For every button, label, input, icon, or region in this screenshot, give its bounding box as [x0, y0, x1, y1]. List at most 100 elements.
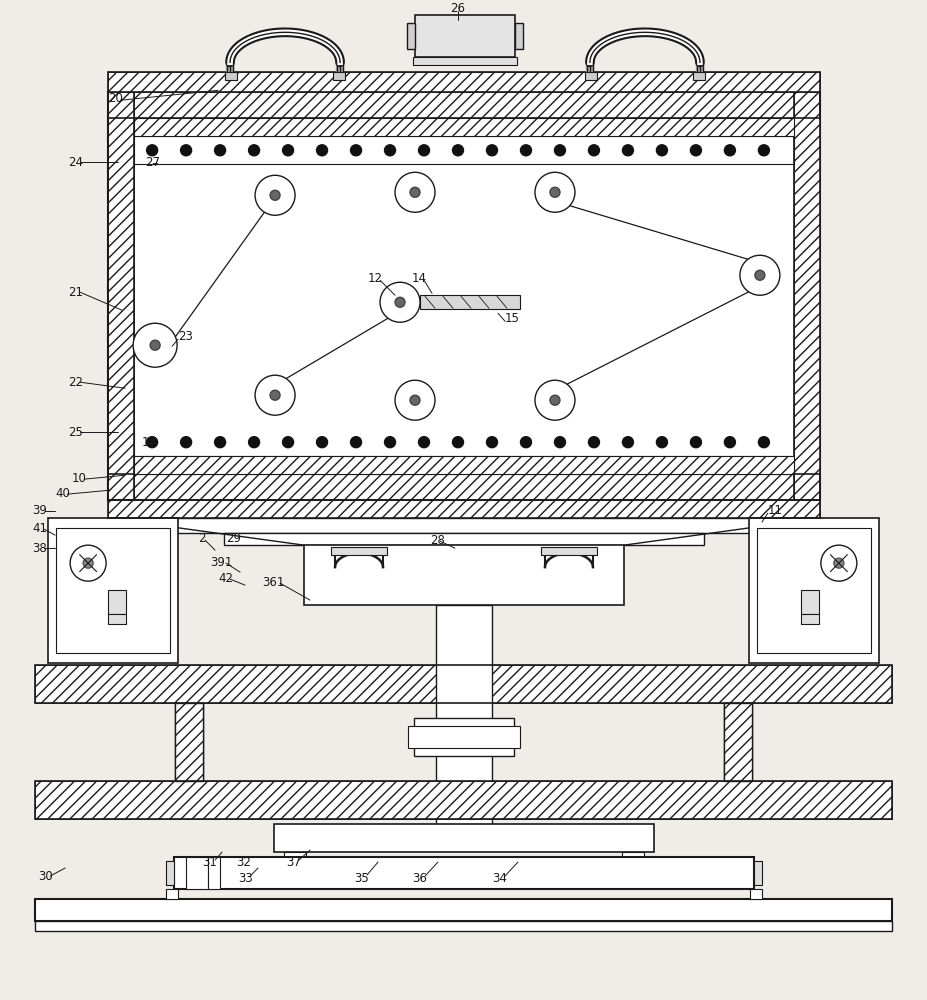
Bar [134, 118, 794, 474]
Circle shape [418, 145, 429, 156]
Bar [108, 518, 819, 533]
Bar [541, 547, 597, 555]
Text: 20: 20 [108, 92, 123, 105]
Bar [801, 590, 819, 614]
Text: 11: 11 [768, 504, 783, 517]
Circle shape [255, 175, 295, 215]
Text: 39: 39 [32, 504, 47, 517]
Circle shape [283, 437, 294, 448]
Text: 391: 391 [210, 556, 233, 569]
Bar [48, 518, 178, 663]
Circle shape [181, 437, 192, 448]
Circle shape [550, 187, 560, 197]
Bar [134, 456, 794, 474]
Circle shape [550, 395, 560, 405]
Circle shape [452, 437, 464, 448]
Circle shape [283, 145, 294, 156]
Bar [166, 889, 178, 899]
Circle shape [487, 437, 498, 448]
Text: 361: 361 [262, 576, 285, 589]
Bar [801, 614, 819, 624]
Text: 33: 33 [238, 872, 253, 885]
Text: 34: 34 [492, 872, 507, 885]
Bar [35, 665, 892, 703]
Text: 15: 15 [505, 312, 520, 325]
Circle shape [755, 270, 765, 280]
Bar [407, 23, 415, 49]
Circle shape [740, 255, 780, 295]
Circle shape [395, 380, 435, 420]
Bar [108, 474, 819, 500]
Circle shape [214, 437, 225, 448]
Bar [420, 295, 520, 309]
Circle shape [385, 145, 396, 156]
Bar [414, 718, 514, 756]
Text: 21: 21 [68, 286, 83, 299]
Circle shape [589, 437, 600, 448]
Circle shape [554, 437, 565, 448]
Circle shape [656, 437, 667, 448]
Circle shape [270, 190, 280, 200]
Circle shape [691, 437, 702, 448]
Bar [757, 528, 870, 653]
Text: 36: 36 [412, 872, 427, 885]
Bar [35, 899, 892, 921]
Circle shape [410, 395, 420, 405]
Circle shape [270, 390, 280, 400]
Circle shape [248, 437, 260, 448]
Circle shape [350, 145, 362, 156]
Circle shape [150, 340, 160, 350]
Bar [35, 921, 892, 931]
Bar [134, 456, 794, 474]
Circle shape [385, 437, 396, 448]
Bar [333, 72, 345, 80]
Bar [108, 92, 134, 500]
Circle shape [255, 375, 295, 415]
Circle shape [724, 437, 735, 448]
Bar [331, 547, 387, 555]
Circle shape [758, 437, 769, 448]
Bar [108, 500, 819, 518]
Bar [413, 57, 517, 65]
Bar [134, 118, 794, 136]
Circle shape [83, 558, 93, 568]
Circle shape [380, 282, 420, 322]
Bar [585, 72, 597, 80]
Circle shape [133, 323, 177, 367]
Circle shape [535, 380, 575, 420]
Text: 22: 22 [68, 376, 83, 389]
Bar [175, 703, 203, 781]
Text: 23: 23 [178, 330, 193, 343]
Text: 14: 14 [412, 272, 427, 285]
Text: 12: 12 [368, 272, 383, 285]
Bar [436, 605, 492, 839]
Bar [304, 545, 624, 605]
Bar [415, 15, 515, 57]
Bar [186, 857, 208, 889]
Circle shape [758, 145, 769, 156]
Text: 38: 38 [32, 542, 47, 555]
Bar [794, 92, 819, 500]
Circle shape [214, 145, 225, 156]
Text: 2: 2 [198, 532, 206, 545]
Circle shape [316, 437, 327, 448]
Bar [134, 118, 794, 136]
Circle shape [410, 187, 420, 197]
Text: 24: 24 [68, 156, 83, 169]
Circle shape [520, 437, 531, 448]
Circle shape [622, 145, 633, 156]
Bar [134, 136, 794, 164]
Bar [108, 92, 819, 118]
Circle shape [821, 545, 857, 581]
Bar [175, 703, 203, 781]
Bar [692, 72, 705, 80]
Bar [208, 857, 220, 889]
Bar [750, 889, 762, 899]
Circle shape [418, 437, 429, 448]
Circle shape [395, 172, 435, 212]
Text: 37: 37 [286, 856, 301, 869]
Bar [108, 614, 126, 624]
Text: 28: 28 [430, 534, 445, 547]
Text: 31: 31 [202, 856, 217, 869]
Bar [274, 824, 654, 852]
